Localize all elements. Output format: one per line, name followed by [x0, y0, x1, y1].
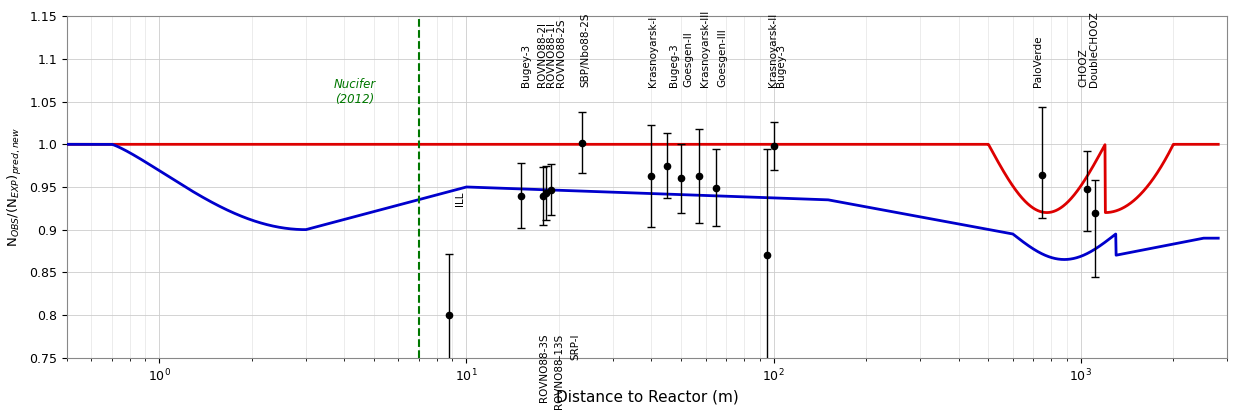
Text: Bugeg-3: Bugeg-3 — [668, 43, 678, 87]
Text: DoubleCHOOZ: DoubleCHOOZ — [1089, 11, 1099, 87]
Y-axis label: N$_{OBS}$/(N$_{EXP}$)$_{pred,new}$: N$_{OBS}$/(N$_{EXP}$)$_{pred,new}$ — [6, 127, 23, 247]
X-axis label: Distance to Reactor (m): Distance to Reactor (m) — [556, 389, 739, 404]
Text: ROVNO88-1I: ROVNO88-1I — [546, 22, 556, 87]
Text: Goesgen-III: Goesgen-III — [718, 28, 727, 87]
Text: ILL: ILL — [455, 191, 465, 206]
Text: Krasnoyarsk-I: Krasnoyarsk-I — [649, 16, 658, 87]
Text: SRP-I: SRP-I — [571, 334, 581, 360]
Text: Goesgen-II: Goesgen-II — [684, 31, 694, 87]
Text: SBP/Nbo88-2S: SBP/Nbo88-2S — [581, 12, 591, 87]
Text: ROVNO88-2S: ROVNO88-2S — [556, 19, 566, 87]
Text: Krasnoyarsk-III: Krasnoyarsk-III — [700, 10, 710, 87]
Text: ROVNO88-13S: ROVNO88-13S — [554, 334, 563, 409]
Text: Krasnoyarsk-II: Krasnoyarsk-II — [768, 13, 778, 87]
Text: Bugey-3: Bugey-3 — [520, 44, 530, 87]
Text: PaloVerde: PaloVerde — [1033, 36, 1043, 87]
Text: Nucifer
(2012): Nucifer (2012) — [334, 78, 376, 106]
Text: ROVNO88-3S: ROVNO88-3S — [539, 334, 549, 402]
Text: ROVNO88-2I: ROVNO88-2I — [538, 22, 547, 87]
Text: CHOOZ: CHOOZ — [1078, 48, 1089, 87]
Text: Bugey-3: Bugey-3 — [777, 44, 787, 87]
